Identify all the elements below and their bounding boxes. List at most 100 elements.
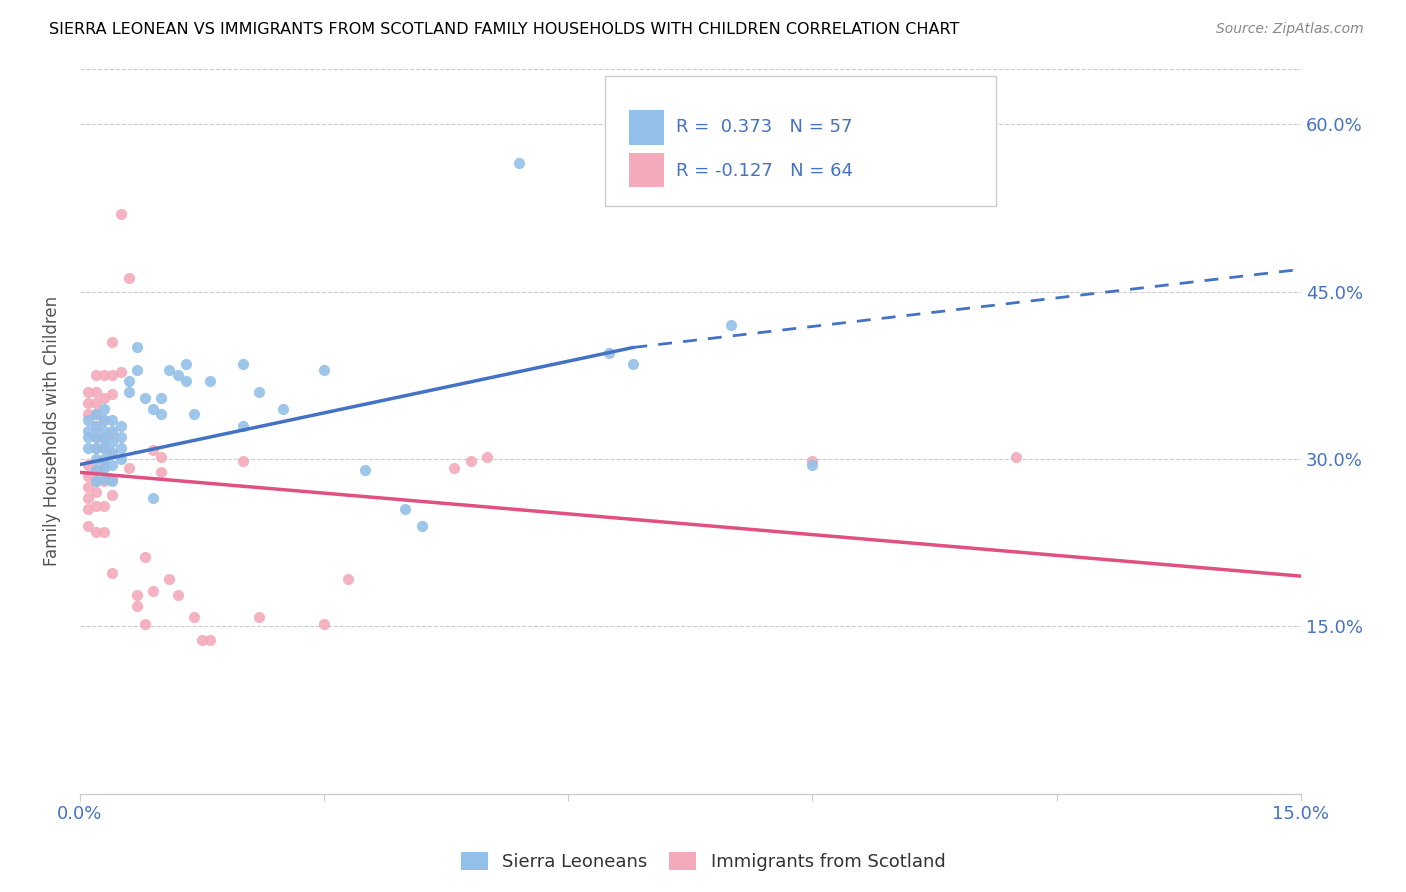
Point: [110, 430, 132, 444]
Point: [720, 318, 742, 332]
Text: SIERRA LEONEAN VS IMMIGRANTS FROM SCOTLAND FAMILY HOUSEHOLDS WITH CHILDREN CORRE: SIERRA LEONEAN VS IMMIGRANTS FROM SCOTLA…: [49, 22, 959, 37]
Point: [84, 463, 107, 477]
Point: [93, 391, 115, 405]
Point: [110, 206, 132, 220]
Point: [157, 573, 180, 587]
Point: [77, 396, 100, 410]
Point: [101, 424, 124, 438]
Point: [93, 472, 115, 486]
Point: [101, 413, 124, 427]
Text: R =  0.373   N = 57: R = 0.373 N = 57: [676, 118, 852, 136]
Point: [353, 463, 375, 477]
Point: [93, 475, 115, 489]
Point: [142, 491, 165, 505]
Point: [101, 368, 124, 383]
Point: [232, 454, 254, 468]
Point: [134, 391, 156, 405]
Point: [93, 524, 115, 539]
Point: [394, 502, 416, 516]
Point: [174, 357, 197, 371]
Point: [101, 458, 124, 472]
Point: [93, 424, 115, 438]
Point: [598, 346, 620, 360]
Point: [77, 385, 100, 400]
Point: [110, 365, 132, 379]
Point: [101, 387, 124, 401]
FancyBboxPatch shape: [630, 153, 664, 187]
Point: [84, 408, 107, 422]
Point: [247, 385, 270, 400]
Point: [77, 519, 100, 533]
Point: [166, 368, 188, 383]
Point: [77, 458, 100, 472]
Point: [232, 357, 254, 371]
Point: [247, 610, 270, 624]
Point: [101, 446, 124, 460]
Point: [191, 632, 214, 647]
Point: [337, 573, 360, 587]
Point: [134, 617, 156, 632]
Point: [93, 452, 115, 467]
Point: [411, 519, 433, 533]
Point: [110, 452, 132, 467]
Point: [84, 524, 107, 539]
Point: [84, 475, 107, 489]
Point: [110, 441, 132, 455]
Point: [174, 374, 197, 388]
Point: [84, 452, 107, 467]
Point: [110, 418, 132, 433]
Point: [77, 480, 100, 494]
Point: [150, 466, 173, 480]
Point: [77, 468, 100, 483]
Point: [101, 446, 124, 460]
Text: R = -0.127   N = 64: R = -0.127 N = 64: [676, 162, 852, 180]
Point: [142, 583, 165, 598]
Point: [142, 401, 165, 416]
Point: [93, 499, 115, 513]
Point: [101, 435, 124, 450]
Point: [93, 458, 115, 472]
Y-axis label: Family Households with Children: Family Households with Children: [44, 296, 60, 566]
Point: [232, 418, 254, 433]
Point: [93, 401, 115, 416]
Point: [125, 599, 148, 614]
Point: [84, 475, 107, 489]
Point: [621, 357, 644, 371]
Point: [101, 334, 124, 349]
Point: [801, 458, 824, 472]
Point: [125, 363, 148, 377]
Point: [77, 491, 100, 505]
Point: [801, 454, 824, 468]
Point: [84, 463, 107, 477]
Point: [93, 432, 115, 446]
Point: [93, 413, 115, 427]
Point: [93, 430, 115, 444]
Point: [84, 396, 107, 410]
Point: [166, 588, 188, 602]
Point: [93, 441, 115, 455]
Point: [118, 461, 141, 475]
Point: [150, 391, 173, 405]
FancyBboxPatch shape: [630, 110, 664, 145]
Point: [125, 340, 148, 354]
Point: [118, 385, 141, 400]
Point: [134, 550, 156, 565]
Point: [101, 566, 124, 580]
Point: [101, 427, 124, 442]
Point: [198, 374, 221, 388]
Point: [93, 441, 115, 455]
Point: [118, 271, 141, 285]
Point: [84, 430, 107, 444]
Point: [312, 617, 335, 632]
Legend: Sierra Leoneans, Immigrants from Scotland: Sierra Leoneans, Immigrants from Scotlan…: [453, 845, 953, 879]
Point: [84, 441, 107, 455]
Point: [77, 424, 100, 438]
Point: [273, 401, 295, 416]
Point: [93, 368, 115, 383]
Point: [475, 450, 498, 464]
Point: [84, 441, 107, 455]
Point: [84, 485, 107, 500]
Point: [77, 430, 100, 444]
Point: [84, 368, 107, 383]
Point: [101, 488, 124, 502]
